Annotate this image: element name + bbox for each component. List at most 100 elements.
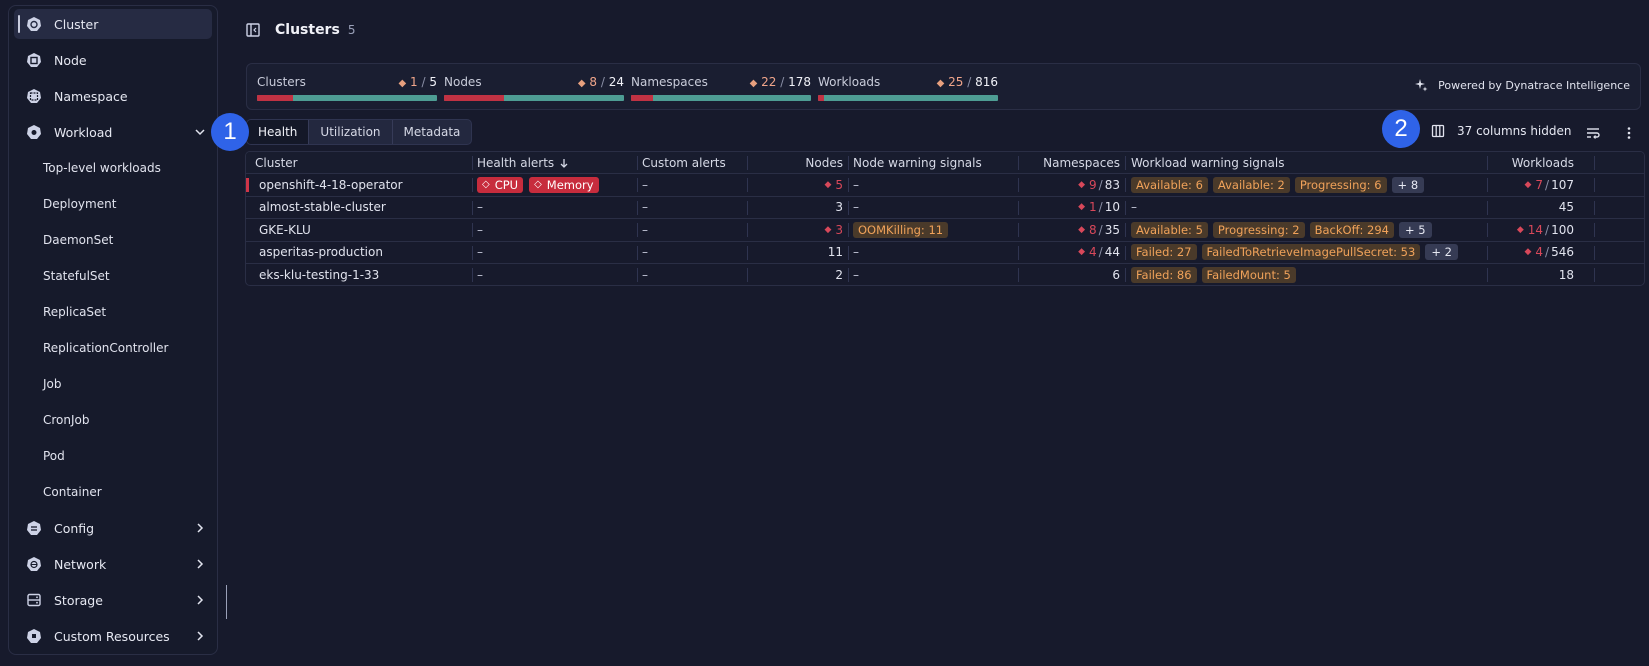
- sidebar-item-label: Storage: [54, 592, 103, 608]
- warning-signal-chip[interactable]: Progressing: 2: [1212, 221, 1305, 238]
- sidebar-item-config[interactable]: Config: [14, 513, 212, 543]
- col-header-namespaces[interactable]: Namespaces: [1043, 155, 1120, 170]
- health-alert-chip[interactable]: ◇ Memory: [529, 176, 599, 193]
- table-header: Cluster Health alerts Custom alerts Node…: [246, 152, 1644, 174]
- slash: /: [1098, 200, 1103, 215]
- sidebar-subitem-top-level-workloads[interactable]: Top-level workloads: [14, 153, 212, 183]
- metric-bar: [444, 95, 624, 101]
- col-header-health-alerts[interactable]: Health alerts: [477, 152, 569, 173]
- cell-node-signals: –: [853, 268, 859, 283]
- chevron-right-icon[interactable]: [192, 628, 208, 644]
- sidebar-subitem-statefulset[interactable]: StatefulSet: [14, 261, 212, 291]
- col-divider[interactable]: [472, 156, 473, 170]
- col-header-workload-warning-signals[interactable]: Workload warning signals: [1131, 155, 1285, 170]
- metric-label: Clusters: [257, 75, 306, 89]
- warning-signal-chip[interactable]: BackOff: 294: [1309, 221, 1394, 238]
- more-signals-chip[interactable]: + 2: [1425, 244, 1458, 261]
- cell-cluster-name[interactable]: GKE-KLU: [259, 222, 311, 237]
- slash: /: [1545, 245, 1550, 260]
- sparkle-icon: [1414, 78, 1428, 92]
- wrap-lines-icon[interactable]: [1585, 125, 1601, 141]
- more-signals-chip[interactable]: + 8: [1391, 176, 1425, 193]
- col-header-cluster[interactable]: Cluster: [255, 155, 298, 170]
- cell-cluster-name[interactable]: eks-klu-testing-1-33: [259, 268, 380, 283]
- chevron-right-icon[interactable]: [192, 592, 208, 608]
- sidebar-subitem-replicationcontroller[interactable]: ReplicationController: [14, 333, 212, 363]
- sidebar-resize-handle[interactable]: [226, 585, 227, 619]
- warning-signal-chip[interactable]: Failed: 27: [1131, 244, 1197, 261]
- tab-metadata[interactable]: Metadata: [403, 125, 461, 139]
- col-divider[interactable]: [747, 156, 748, 170]
- sidebar-subitem-cronjob[interactable]: CronJob: [14, 405, 212, 435]
- cell-total: 18: [1558, 268, 1574, 283]
- table-row[interactable]: asperitas-production – – 11 – ◆ 4/44 Fail…: [246, 242, 1644, 264]
- cell-warn-count: 9: [1089, 177, 1097, 192]
- table-row[interactable]: openshift-4-18-operator ◇ CPU ◇ Memory – ◆…: [246, 174, 1644, 197]
- col-divider: [848, 245, 849, 260]
- table-row[interactable]: eks-klu-testing-1-33 – – 2 – 6 Failed: 8…: [246, 264, 1644, 285]
- col-divider[interactable]: [1018, 156, 1019, 170]
- warning-diamond-icon: ◆: [936, 78, 945, 89]
- table-row[interactable]: almost-stable-cluster – – 3 – ◆ 1/10 – 45: [246, 197, 1644, 219]
- tab-utilization[interactable]: Utilization: [309, 120, 393, 144]
- sidebar-subitem-label: StatefulSet: [43, 269, 110, 283]
- sidebar-subitem-pod[interactable]: Pod: [14, 441, 212, 471]
- cell-total: 6: [1112, 268, 1120, 283]
- table-row[interactable]: GKE-KLU – – ◆ 3 OOMKilling: 11 ◆ 8/35 Avai…: [246, 219, 1644, 242]
- warning-signal-chip[interactable]: FailedToRetrieveImagePullSecret: 53: [1201, 244, 1421, 261]
- sidebar-subitem-daemonset[interactable]: DaemonSet: [14, 225, 212, 255]
- sidebar-item-node[interactable]: Node: [14, 45, 212, 75]
- col-divider[interactable]: [1594, 156, 1595, 170]
- sidebar-item-network[interactable]: Network: [14, 549, 212, 579]
- cell-total: 35: [1104, 222, 1120, 237]
- sidebar-item-workload[interactable]: Workload: [14, 117, 212, 147]
- cell-cluster-name[interactable]: almost-stable-cluster: [259, 200, 386, 215]
- cell-cluster-name[interactable]: openshift-4-18-operator: [259, 177, 403, 192]
- clusters-table: Cluster Health alerts Custom alerts Node…: [245, 151, 1645, 286]
- chevron-down-icon[interactable]: [192, 124, 208, 140]
- columns-hidden-button[interactable]: 37 columns hidden: [1431, 124, 1572, 138]
- sidebar-item-cluster[interactable]: Cluster: [14, 9, 212, 39]
- col-divider: [1594, 223, 1595, 237]
- sidebar-subitem-deployment[interactable]: Deployment: [14, 189, 212, 219]
- col-divider: [1018, 223, 1019, 237]
- warning-signal-chip[interactable]: Available: 5: [1131, 221, 1208, 238]
- col-header-nodes[interactable]: Nodes: [805, 155, 843, 170]
- col-divider: [848, 200, 849, 215]
- sidebar-item-label: Workload: [54, 124, 113, 140]
- sidebar-item-storage[interactable]: Storage: [14, 585, 212, 615]
- col-header-custom-alerts[interactable]: Custom alerts: [642, 155, 726, 170]
- sidebar-subitem-label: Job: [43, 377, 62, 391]
- sidebar-item-custom-resources[interactable]: Custom Resources: [14, 621, 212, 651]
- warning-signal-chip[interactable]: Progressing: 6: [1294, 176, 1387, 193]
- chevron-right-icon[interactable]: [192, 556, 208, 572]
- col-header-node-warning-signals[interactable]: Node warning signals: [853, 155, 982, 170]
- sidebar-subitem-label: ReplicaSet: [43, 305, 107, 319]
- more-signals-chip[interactable]: + 5: [1399, 221, 1432, 238]
- warning-signal-chip[interactable]: Failed: 86: [1131, 267, 1197, 284]
- cell-health-alerts: ◇ CPU ◇ Memory: [477, 174, 605, 196]
- cell-cluster-name[interactable]: asperitas-production: [259, 245, 383, 260]
- warning-signal-chip[interactable]: Available: 6: [1131, 176, 1208, 193]
- col-divider[interactable]: [1125, 156, 1126, 170]
- col-divider[interactable]: [848, 156, 849, 170]
- sidebar-subitem-job[interactable]: Job: [14, 369, 212, 399]
- sidebar-subitem-replicaset[interactable]: ReplicaSet: [14, 297, 212, 327]
- slash: /: [1098, 177, 1103, 192]
- col-header-workloads[interactable]: Workloads: [1511, 155, 1574, 170]
- col-divider[interactable]: [1487, 156, 1488, 170]
- warning-diamond-icon: ◆: [1078, 202, 1086, 213]
- warning-signal-chip[interactable]: Available: 2: [1212, 176, 1290, 193]
- col-header-label: Health alerts: [477, 155, 555, 170]
- chevron-right-icon[interactable]: [192, 520, 208, 536]
- sidebar-subitem-container[interactable]: Container: [14, 477, 212, 507]
- k8s-node-icon: [26, 52, 42, 68]
- toggle-sidebar-icon[interactable]: [245, 22, 261, 38]
- col-divider[interactable]: [637, 156, 638, 170]
- health-alert-chip[interactable]: ◇ CPU: [477, 176, 524, 193]
- tab-health[interactable]: Health: [247, 120, 310, 144]
- more-vertical-icon[interactable]: [1621, 125, 1637, 141]
- warning-signal-chip[interactable]: OOMKilling: 11: [853, 221, 949, 238]
- warning-signal-chip[interactable]: FailedMount: 5: [1201, 267, 1296, 284]
- sidebar-item-namespace[interactable]: Namespace: [14, 81, 212, 111]
